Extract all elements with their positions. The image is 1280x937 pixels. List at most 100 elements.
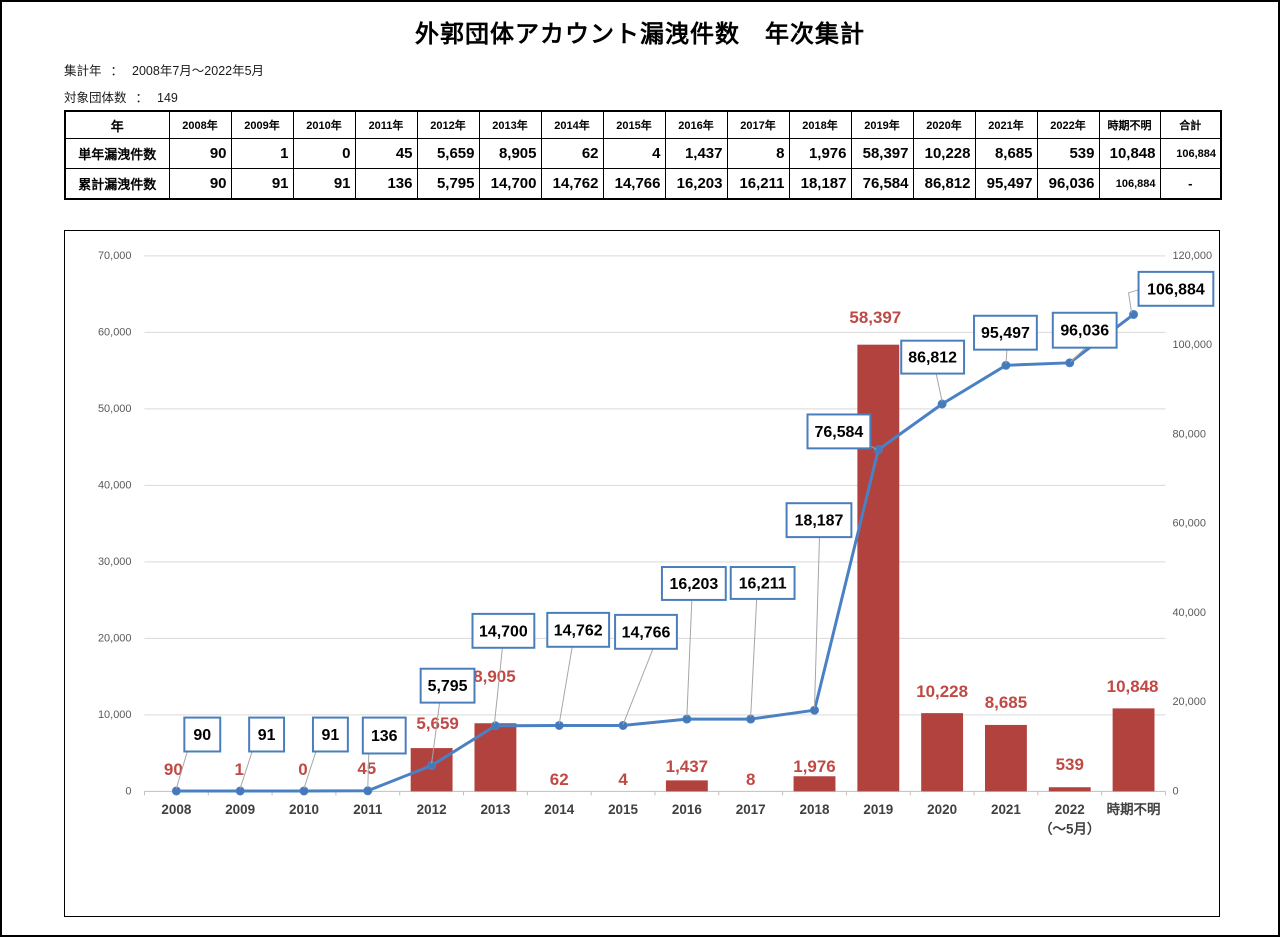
y-axis-tick-right: 0 (1172, 785, 1178, 797)
chart-frame: 0 10,000 20,000 30,000 40,000 50,000 60,000 70,… (64, 230, 1220, 917)
callout-box (806, 413, 872, 450)
x-axis-label: 2008 (161, 802, 191, 817)
y-axis-tick-right: 80,000 (1172, 428, 1206, 440)
bar-2021 (984, 724, 1027, 792)
table-cell: 62 (540, 138, 604, 169)
bar-value-label: 1 (234, 760, 243, 779)
y-axis-tick-left: 50,000 (98, 403, 132, 415)
y-axis-tick-right: 100,000 (1172, 339, 1212, 351)
table-cell: 10,228 (912, 138, 976, 169)
x-axis-label: 2018 (800, 802, 830, 817)
meta-block: 集計年 ： 2008年7月～2022年5月 対象団体数 ： 149 (64, 60, 264, 114)
table-cell: 539 (1036, 138, 1100, 169)
callout-leader (686, 599, 693, 717)
y-axis-tick-left: 20,000 (98, 632, 132, 644)
table-cell: 91 (230, 168, 294, 200)
table-col-header: 2017年 (726, 110, 790, 139)
callout-box (785, 502, 853, 539)
bar-value-label: 8 (746, 770, 755, 789)
callout-leader (1128, 289, 1139, 313)
table-cell: 10,848 (1098, 138, 1161, 169)
y-axis-tick-left: 70,000 (98, 250, 132, 262)
table-cell: - (1159, 168, 1222, 200)
table-cell: 1 (230, 138, 294, 169)
table-col-header: 合計 (1159, 110, 1222, 139)
callout-leader (175, 751, 188, 789)
x-axis-sublabel: （～5月） (1039, 822, 1100, 837)
table-cell: 91 (292, 168, 356, 200)
table-cell: 136 (354, 168, 418, 200)
callout-box (361, 716, 407, 755)
bar-2019 (857, 344, 900, 792)
callout-box (248, 716, 286, 753)
line-marker-時期不明 (1129, 309, 1139, 319)
callout-box (660, 566, 727, 601)
table-cell: 16,203 (664, 168, 728, 200)
callout-box (471, 612, 536, 649)
x-axis-label: 2017 (736, 802, 766, 817)
table-cell: 90 (168, 168, 232, 200)
callout-box (546, 611, 611, 648)
table-cell: 14,700 (478, 168, 542, 200)
bar-value-label: 10,228 (916, 682, 968, 701)
x-axis-label: 2011 (353, 802, 383, 817)
callout-box (183, 716, 222, 753)
callout-value: 106,884 (1147, 281, 1205, 298)
bar-value-label: 8,685 (985, 693, 1027, 712)
callout-value: 90 (193, 727, 211, 744)
bar-value-label: 1,437 (666, 757, 708, 776)
meta-separator: ： (135, 91, 149, 105)
x-axis-label: 時期不明 (1107, 801, 1161, 817)
table-col-header: 2014年 (540, 110, 604, 139)
table-col-header: 2021年 (974, 110, 1038, 139)
bar-value-label: 1,976 (793, 757, 835, 776)
table-cell: 8,905 (478, 138, 542, 169)
meta-target-organizations: 対象団体数 ： 149 (64, 87, 264, 106)
table-col-header: 2022年 (1036, 110, 1100, 139)
table-col-header: 2013年 (478, 110, 542, 139)
table-col-header: 2020年 (912, 110, 976, 139)
table-cell: 14,762 (540, 168, 604, 200)
table-cell: 106,884 (1159, 138, 1222, 169)
meta-separator: ： (110, 64, 124, 78)
y-axis-tick-right: 120,000 (1172, 250, 1212, 262)
table-cell: 14,766 (602, 168, 666, 200)
callout-leader (622, 648, 654, 725)
meta-label: 対象団体数 (64, 91, 127, 105)
x-axis-label: 2020 (927, 802, 957, 817)
bar-時期不明 (1112, 708, 1155, 792)
callout-leader (750, 598, 758, 717)
line-marker-2015 (618, 720, 628, 730)
table-col-header: 2008年 (168, 110, 232, 139)
callout-box (900, 339, 966, 375)
x-axis-label: 2015 (608, 802, 638, 817)
table-col-header: 2015年 (602, 110, 666, 139)
x-axis-label: 2010 (289, 802, 319, 817)
callout-value: 136 (371, 728, 398, 745)
table-cell: 5,659 (416, 138, 480, 169)
table-col-header: 2019年 (850, 110, 914, 139)
table-col-header: 2010年 (292, 110, 356, 139)
x-axis-label: 2016 (672, 802, 702, 817)
bar-value-label: 10,848 (1107, 677, 1159, 696)
callout-value: 16,211 (739, 575, 787, 592)
bar-value-label: 62 (550, 770, 569, 789)
table-cell: 8 (726, 138, 790, 169)
page-title: 外郭団体アカウント漏洩件数 年次集計 (415, 21, 865, 48)
callout-value: 16,203 (669, 576, 718, 593)
x-axis-label: 2019 (863, 802, 893, 817)
y-axis-tick-right: 40,000 (1172, 607, 1206, 619)
callout-leader (813, 537, 820, 708)
callout-leader (367, 753, 370, 788)
callout-value: 76,584 (815, 424, 864, 441)
table-cell: 5,795 (416, 168, 480, 200)
table-col-header: 2012年 (416, 110, 480, 139)
callout-leader (303, 751, 317, 789)
table-row-header: 累計漏洩件数 (64, 168, 170, 200)
callout-box (729, 566, 796, 600)
table-cell: 76,584 (850, 168, 914, 200)
callout-value: 14,766 (622, 624, 671, 641)
x-axis-label: 2021 (991, 802, 1021, 817)
meta-label: 集計年 (64, 64, 102, 78)
